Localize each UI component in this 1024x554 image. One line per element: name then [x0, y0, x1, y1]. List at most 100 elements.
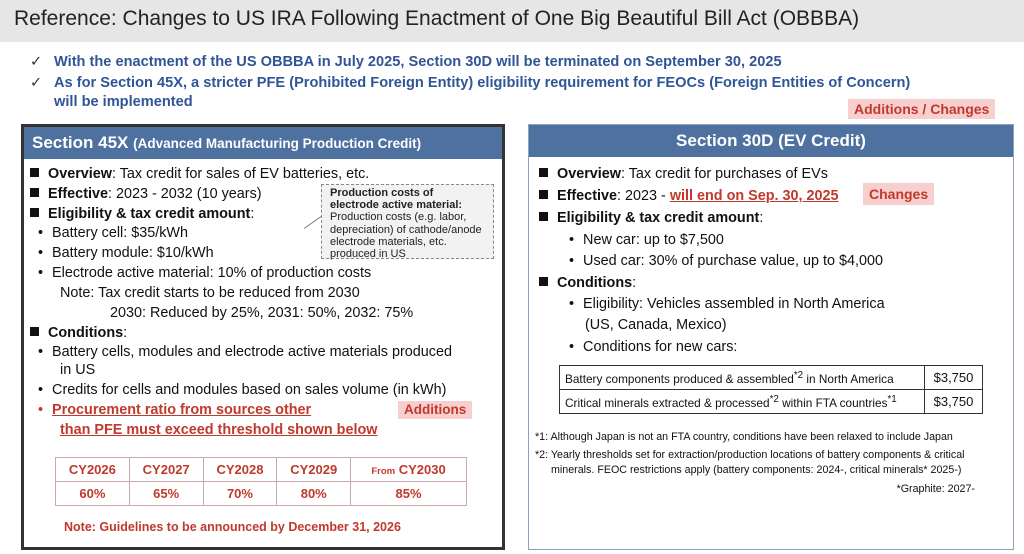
callout-connector	[303, 215, 323, 229]
effective-line: Effective: 2023 - will end on Sep. 30, 2…	[539, 187, 839, 205]
eligibility-text: Eligibility: Vehicles assembled in North…	[583, 296, 885, 312]
list-item: • Eligibility: Vehicles assembled in Nort…	[569, 296, 885, 312]
table-cell: 80%	[276, 481, 352, 506]
eligibility-label: Eligibility & tax credit amount	[48, 206, 251, 222]
check-icon: ✓	[30, 75, 43, 91]
section-30d-header: Section 30D (EV Credit)	[529, 125, 1013, 157]
table-cell: $3,750	[924, 389, 983, 414]
conditions-colon: :	[123, 325, 128, 341]
list-item: • Battery cells, modules and electrode ac…	[38, 344, 452, 360]
conditions-colon: :	[632, 275, 637, 291]
section-30d-panel: Section 30D (EV Credit) Overview: Tax cr…	[528, 124, 1014, 550]
condition-3-text: Procurement ratio from sources other	[52, 402, 312, 418]
new-car-text: New car: up to $7,500	[583, 232, 724, 248]
list-item: • Credits for cells and modules based on …	[38, 382, 447, 398]
title-bar: Reference: Changes to US IRA Following E…	[0, 0, 1024, 42]
condition-3-text-cont: than PFE must exceed threshold shown bel…	[60, 422, 378, 438]
section-45x-subtitle: (Advanced Manufacturing Production Credi…	[133, 136, 422, 151]
square-bullet-icon	[539, 168, 548, 177]
note-line: Note: Tax credit starts to be reduced fr…	[60, 285, 360, 301]
square-bullet-icon	[30, 168, 39, 177]
effective-end-text: will end on Sep. 30, 2025	[669, 188, 839, 204]
footnote-1: *1: Although Japan is not an FTA country…	[535, 431, 953, 443]
table-header-cell: From CY2030	[350, 457, 467, 482]
additions-changes-tag: Additions / Changes	[848, 99, 996, 119]
summary-bullet-text: As for Section 45X, a stricter PFE (Proh…	[54, 75, 911, 91]
table-header-cell: CY2027	[128, 457, 204, 482]
summary-bullet: ✓ As for Section 45X, a stricter PFE (Pr…	[30, 74, 1020, 112]
list-item: • Battery cell: $35/kWh	[38, 225, 189, 241]
eligibility-colon: :	[250, 206, 255, 222]
eligibility-line: Eligibility & tax credit amount:	[30, 205, 254, 223]
overview-text: : Tax credit for sales of EV batteries, …	[112, 166, 370, 182]
additions-tag: Additions	[398, 401, 473, 419]
section-45x-panel: Section 45X (Advanced Manufacturing Prod…	[21, 124, 505, 550]
table-cell: $3,750	[924, 365, 983, 390]
footnote-2: *2: Yearly thresholds set for extraction…	[535, 449, 965, 461]
table-header-cell: CY2028	[202, 457, 278, 482]
table-row: Battery components produced & assembled*…	[559, 365, 983, 390]
guideline-note: Note: Guidelines to be announced by Dece…	[64, 520, 401, 534]
battery-module-text: Battery module: $10/kWh	[52, 245, 214, 261]
list-item: • Electrode active material: 10% of produ…	[38, 265, 372, 281]
changes-tag: Changes	[863, 183, 935, 205]
pfe-threshold-table: CY2026 CY2027 CY2028 CY2029 From CY2030 …	[55, 457, 467, 506]
effective-text: : 2023 - 2032 (10 years)	[108, 186, 262, 202]
square-bullet-icon	[30, 327, 39, 336]
effective-text: : 2023 -	[617, 188, 670, 204]
table-cell: Battery components produced & assembled*…	[559, 365, 925, 390]
conditions-label: Conditions	[48, 325, 124, 341]
list-item: • New car: up to $7,500	[569, 232, 724, 248]
effective-line: Effective: 2023 - 2032 (10 years)	[30, 185, 262, 203]
overview-label: Overview	[557, 166, 621, 182]
table-row: 60% 65% 70% 80% 85%	[55, 481, 467, 506]
list-item: • Used car: 30% of purchase value, up to …	[569, 253, 884, 269]
eligibility-label: Eligibility & tax credit amount	[557, 210, 760, 226]
section-30d-title: Section 30D	[676, 131, 774, 150]
table-cell: 60%	[55, 481, 130, 506]
overview-label: Overview	[48, 166, 112, 182]
used-car-text: Used car: 30% of purchase value, up to $…	[583, 253, 884, 269]
square-bullet-icon	[30, 188, 39, 197]
table-header-cell: CY2026	[55, 457, 130, 482]
battery-cell-text: Battery cell: $35/kWh	[52, 225, 189, 241]
table-cell: 70%	[202, 481, 278, 506]
effective-label: Effective	[48, 186, 108, 202]
square-bullet-icon	[30, 208, 39, 217]
table-cell: Critical minerals extracted & processed*…	[559, 389, 925, 414]
reduction-line: 2030: Reduced by 25%, 2031: 50%, 2032: 7…	[110, 305, 414, 321]
section-30d-subtitle: (EV Credit)	[778, 131, 866, 150]
new-cars-conditions-text: Conditions for new cars:	[583, 339, 738, 355]
conditions-line: Conditions:	[30, 324, 127, 342]
overview-line: Overview: Tax credit for sales of EV bat…	[30, 165, 369, 183]
overview-line: Overview: Tax credit for purchases of EV…	[539, 165, 828, 183]
table-header-cell: CY2029	[276, 457, 352, 482]
footnote-2-cont: minerals. FEOC restrictions apply (batte…	[551, 464, 962, 476]
summary-bullet-text-cont: will be implemented	[54, 94, 193, 110]
table-row: Critical minerals extracted & processed*…	[559, 389, 983, 414]
list-item: • Conditions for new cars:	[569, 339, 738, 355]
year-label: CY2030	[398, 462, 446, 477]
check-icon: ✓	[30, 54, 43, 70]
table-cell: 85%	[350, 481, 467, 506]
square-bullet-icon	[539, 212, 548, 221]
eligibility-cont: (US, Canada, Mexico)	[585, 317, 727, 333]
condition-1-cont: in US	[60, 362, 96, 378]
eligibility-line: Eligibility & tax credit amount:	[539, 209, 763, 227]
summary-bullets: ✓ With the enactment of the US OBBBA in …	[30, 53, 1020, 114]
table-cell: 65%	[128, 481, 204, 506]
callout-title: Production costs of electrode active mat…	[330, 187, 463, 212]
from-prefix: From	[371, 466, 396, 477]
conditions-label: Conditions	[557, 275, 633, 291]
electrode-text: Electrode active material: 10% of produc…	[52, 265, 372, 281]
summary-bullet: ✓ With the enactment of the US OBBBA in …	[30, 53, 1020, 72]
eligibility-colon: :	[759, 210, 764, 226]
page-title: Reference: Changes to US IRA Following E…	[14, 7, 860, 30]
summary-bullet-text: With the enactment of the US OBBBA in Ju…	[54, 54, 782, 70]
section-45x-header: Section 45X (Advanced Manufacturing Prod…	[24, 127, 502, 159]
table-row: CY2026 CY2027 CY2028 CY2029 From CY2030	[55, 457, 467, 482]
list-item: • Battery module: $10/kWh	[38, 245, 214, 261]
square-bullet-icon	[539, 190, 548, 199]
footnote-3: *Graphite: 2027-	[896, 483, 975, 495]
list-item: • Procurement ratio from sources other	[38, 402, 312, 418]
